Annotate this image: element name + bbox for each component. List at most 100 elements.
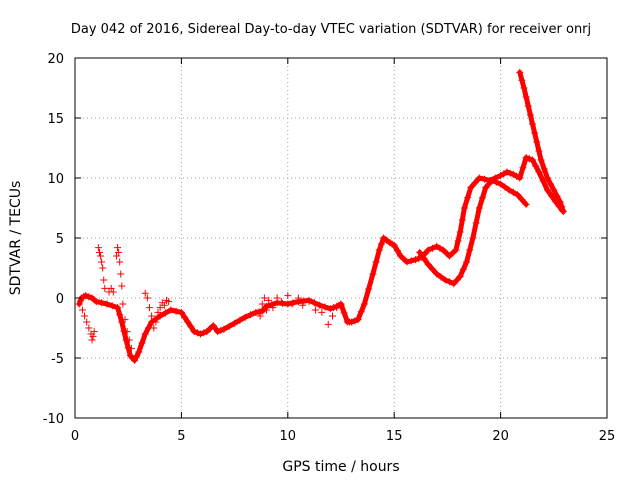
data-point — [351, 317, 359, 325]
data-point — [456, 272, 464, 280]
data-point — [108, 302, 116, 310]
series-main — [75, 154, 566, 364]
data-point — [94, 244, 102, 252]
data-point — [165, 298, 173, 306]
data-point — [463, 258, 471, 266]
axis-ticks: 0 5 10 15 20 25 -10 -5 0 5 10 15 20 — [43, 52, 616, 444]
series-line — [76, 155, 565, 363]
data-point — [550, 186, 558, 194]
data-point — [535, 168, 543, 176]
data-point — [310, 299, 318, 307]
data-point — [75, 300, 83, 308]
data-point — [497, 172, 505, 180]
data-point — [231, 319, 239, 327]
x-tick-label: 0 — [71, 429, 79, 444]
data-point — [85, 324, 93, 332]
data-point — [236, 316, 244, 324]
data-point — [133, 352, 141, 360]
data-point — [558, 203, 566, 211]
data-point — [482, 184, 490, 192]
data-point — [360, 300, 368, 308]
data-point — [311, 306, 319, 314]
data-point — [114, 244, 122, 252]
data-point — [503, 168, 511, 176]
data-point — [424, 246, 432, 254]
data-point — [337, 301, 345, 309]
data-point — [506, 169, 514, 177]
data-point — [522, 200, 530, 208]
data-point — [112, 252, 120, 260]
data-point — [524, 102, 532, 110]
data-point — [529, 120, 537, 128]
y-tick-label: 20 — [47, 52, 64, 67]
data-point — [268, 301, 276, 309]
data-point — [535, 147, 543, 155]
data-point — [403, 258, 411, 266]
data-point — [446, 278, 454, 286]
data-point — [81, 312, 89, 320]
data-point — [497, 180, 505, 188]
data-point — [263, 306, 271, 314]
data-point — [529, 156, 537, 164]
data-point — [433, 242, 441, 250]
series-branch-a — [416, 176, 530, 288]
data-point — [172, 307, 180, 315]
data-point — [278, 299, 286, 307]
data-point — [167, 306, 175, 314]
data-point — [273, 294, 281, 302]
data-point — [424, 260, 432, 268]
data-point — [531, 129, 539, 137]
data-point — [519, 164, 527, 172]
data-point — [98, 258, 106, 266]
data-point — [83, 318, 91, 326]
data-point — [99, 264, 107, 272]
data-point — [466, 246, 474, 254]
data-point — [547, 180, 555, 188]
data-point — [119, 300, 127, 308]
data-point — [135, 348, 143, 356]
data-point — [514, 191, 522, 199]
data-point — [241, 313, 249, 321]
data-point — [505, 186, 513, 194]
data-point — [460, 204, 468, 212]
chart-title: Day 042 of 2016, Sidereal Day-to-day VTE… — [71, 22, 591, 37]
data-point — [284, 292, 292, 300]
data-point — [532, 162, 540, 170]
data-point — [522, 154, 530, 162]
data-point — [78, 306, 86, 314]
data-point — [116, 311, 124, 319]
data-point — [372, 258, 380, 266]
data-point — [520, 84, 528, 92]
data-point — [416, 248, 424, 256]
data-point — [522, 93, 530, 101]
data-point — [150, 324, 158, 332]
grid — [75, 58, 607, 418]
x-axis-label: GPS time / hours — [282, 459, 399, 475]
data-point — [393, 247, 401, 255]
data-point — [458, 216, 466, 224]
data-point — [326, 305, 334, 313]
data-point — [294, 294, 302, 302]
data-point — [525, 155, 533, 163]
data-point — [299, 301, 307, 309]
data-point — [82, 292, 90, 300]
data-point — [156, 304, 164, 312]
data-point — [107, 284, 115, 292]
data-point — [556, 198, 564, 206]
data-point — [92, 298, 100, 306]
data-point — [543, 186, 551, 194]
data-point — [256, 312, 264, 320]
data-point — [118, 282, 126, 290]
data-point — [114, 304, 122, 312]
data-point — [500, 170, 508, 178]
data-point — [269, 304, 277, 312]
data-point — [156, 312, 164, 320]
data-point — [260, 294, 268, 302]
data-point — [97, 252, 105, 260]
y-tick-label: 10 — [47, 172, 64, 187]
data-point — [328, 312, 336, 320]
data-point — [501, 183, 509, 191]
plot-area — [75, 68, 567, 364]
data-point — [411, 256, 419, 264]
